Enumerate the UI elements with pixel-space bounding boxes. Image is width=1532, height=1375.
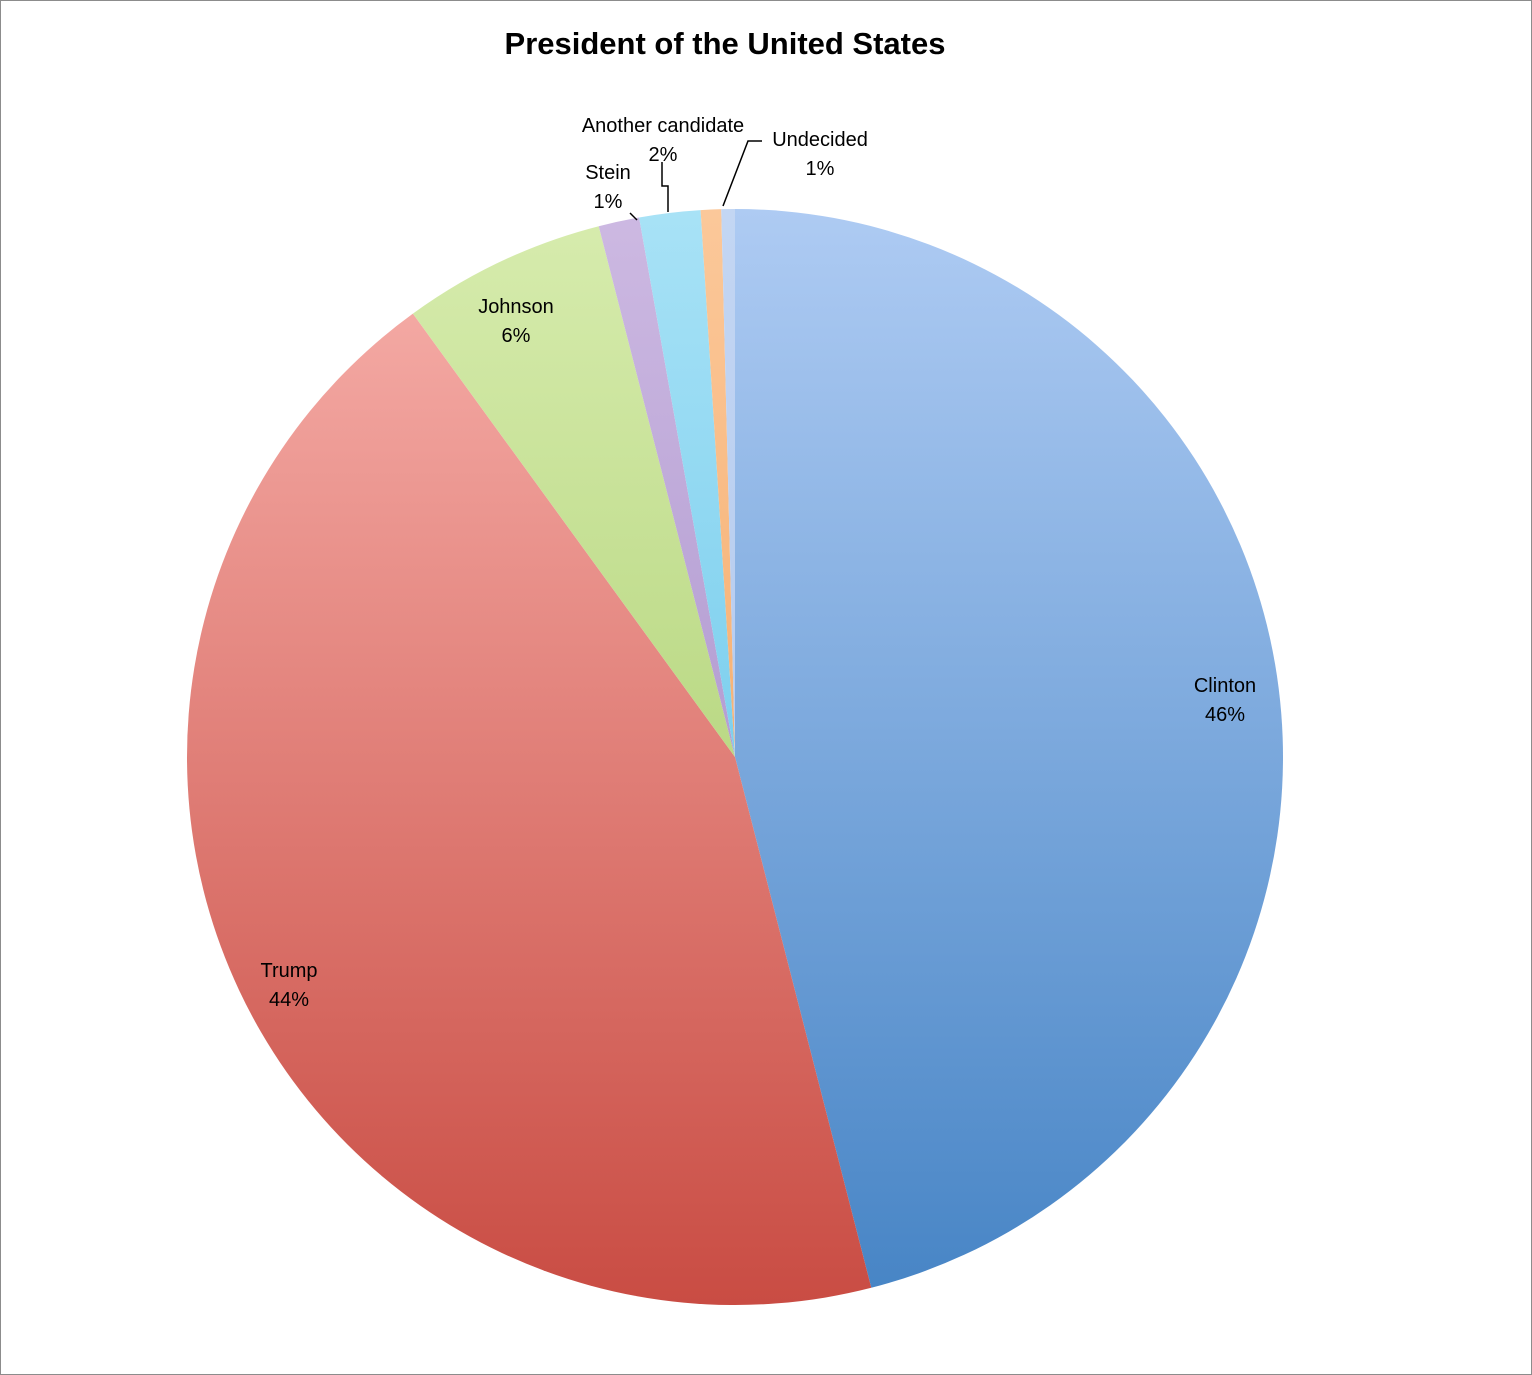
slice-percent-trump: 44%	[269, 989, 309, 1011]
slice-label-another-candidate: Another candidate	[582, 115, 744, 137]
pie-slice-clinton	[735, 209, 1284, 1288]
slice-label-undecided: Undecided	[772, 129, 868, 151]
pie-slice-trump	[186, 313, 872, 1305]
slice-label-stein: Stein	[585, 162, 631, 184]
pie-slice-unlabeled	[721, 209, 735, 757]
slice-percent-clinton: 46%	[1205, 704, 1245, 726]
chart-title: President of the United States	[504, 26, 946, 61]
pie-slice-undecided	[700, 209, 735, 757]
pie-slice-another-candidate	[639, 210, 735, 757]
slice-label-johnson: Johnson	[478, 296, 554, 318]
leader-line-stein	[629, 212, 638, 221]
slice-percent-undecided: 1%	[806, 158, 835, 180]
leader-line-another-candidate	[661, 162, 669, 212]
leader-line-undecided	[722, 140, 762, 207]
pie-slice-stein	[598, 217, 735, 757]
slice-percent-stein: 1%	[594, 191, 623, 213]
slice-label-clinton: Clinton	[1194, 675, 1256, 697]
slice-percent-another-candidate: 2%	[649, 144, 678, 166]
slice-label-trump: Trump	[260, 960, 317, 982]
pie-slice-johnson	[412, 226, 735, 757]
slice-percent-johnson: 6%	[502, 325, 531, 347]
